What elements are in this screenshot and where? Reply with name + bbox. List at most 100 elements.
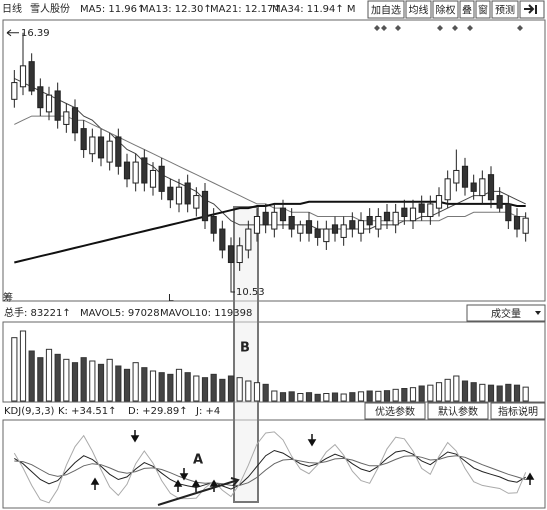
volume-bar xyxy=(227,375,235,402)
volume-bar xyxy=(28,350,35,402)
candle-body xyxy=(479,178,486,197)
toolbar-button[interactable]: 加自选 xyxy=(371,4,401,17)
candle-body xyxy=(37,86,44,109)
volume-bar xyxy=(245,380,252,402)
candle-body xyxy=(331,224,339,234)
toolbar-icon[interactable] xyxy=(524,4,537,14)
volume-bar xyxy=(80,357,87,402)
volume-bar xyxy=(89,360,96,402)
volume-panel xyxy=(2,321,546,403)
toolbar-button-box[interactable] xyxy=(432,0,459,19)
candle-body xyxy=(149,169,157,188)
volume-bar xyxy=(63,358,70,402)
indicator-dropdown-box[interactable] xyxy=(466,304,546,322)
indicator-button-box[interactable] xyxy=(490,402,546,420)
volume-bar xyxy=(496,385,503,402)
candle-body xyxy=(54,90,61,121)
volume-bar xyxy=(279,392,287,402)
volume-bar xyxy=(305,392,313,402)
dropdown-arrow[interactable] xyxy=(535,311,541,315)
volume-bar xyxy=(236,377,243,402)
volume-bar xyxy=(392,388,399,402)
indicator-button[interactable]: 优选参数 xyxy=(375,405,415,418)
toolbar-button-box[interactable] xyxy=(491,0,519,19)
toolbar-button[interactable]: 叠 xyxy=(462,5,472,17)
candle-body xyxy=(314,228,321,238)
indicator-dropdown[interactable]: 成交量 xyxy=(491,307,521,320)
indicator-button-box[interactable] xyxy=(364,402,426,420)
candle-body xyxy=(184,182,191,205)
candle-body xyxy=(175,186,183,205)
volume-bar xyxy=(383,390,391,402)
candle-body xyxy=(19,65,27,88)
candle-body xyxy=(63,111,70,125)
indicator-button-box[interactable] xyxy=(427,402,489,420)
indicator-button[interactable]: 指标说明 xyxy=(498,405,538,418)
volume-bar xyxy=(45,348,53,402)
candle-body xyxy=(71,107,79,134)
volume-bar xyxy=(123,368,131,402)
highlight-box xyxy=(233,206,259,503)
indicator-button[interactable]: 默认参数 xyxy=(438,405,478,418)
volume-bar xyxy=(149,370,157,402)
volume-bar xyxy=(193,375,200,402)
volume-bar xyxy=(71,362,79,402)
candle-body xyxy=(496,195,503,209)
candle-body xyxy=(522,217,529,234)
price-panel xyxy=(2,19,546,302)
toolbar-button-box[interactable] xyxy=(475,0,491,19)
candle-body xyxy=(418,203,425,213)
kdj-panel xyxy=(2,419,546,509)
candle-body xyxy=(288,215,295,230)
toolbar-button[interactable]: 除权 xyxy=(436,4,456,17)
volume-bar xyxy=(453,375,460,402)
toolbar-button-box[interactable] xyxy=(405,0,432,19)
volume-bar xyxy=(11,337,18,402)
volume-bar xyxy=(479,383,486,402)
volume-bar xyxy=(418,385,425,402)
candle-body xyxy=(11,82,18,100)
toolbar-button[interactable]: 均线 xyxy=(409,4,429,17)
annotation: 10.53 xyxy=(236,287,265,298)
header-item: 雪人股份 xyxy=(30,3,70,15)
toolbar-button[interactable]: 窗 xyxy=(478,4,488,17)
candle-body xyxy=(366,215,373,226)
candle-body xyxy=(193,195,200,209)
down-arrow xyxy=(179,468,189,481)
candle-body xyxy=(375,215,382,230)
candle-body xyxy=(349,220,356,230)
annotation: L xyxy=(168,293,174,304)
high-marker xyxy=(6,29,19,37)
volume-bar xyxy=(409,387,417,402)
volume-bar xyxy=(435,382,443,402)
candle-body xyxy=(435,195,443,209)
candle-body xyxy=(210,215,217,234)
candle-body xyxy=(236,245,243,264)
volume-bar xyxy=(106,358,113,402)
candle-body xyxy=(167,186,174,201)
down-arrow xyxy=(307,434,317,447)
candle-body xyxy=(262,211,269,226)
toolbar-button[interactable]: 预测 xyxy=(495,4,515,17)
header-item: MAVOL5: 97028 xyxy=(80,308,160,319)
header-item: MA34: 11.94↑ M xyxy=(272,4,356,15)
annotation: A xyxy=(193,453,203,468)
header-item: MAVOL10: 119398 xyxy=(160,308,252,319)
toolbar-button-box[interactable] xyxy=(459,0,475,19)
volume-bar xyxy=(253,382,261,402)
volume-bar xyxy=(54,353,61,402)
toolbar-button-box[interactable] xyxy=(367,0,405,19)
candle-body xyxy=(201,190,209,222)
candle-body xyxy=(401,207,408,217)
candle-body xyxy=(427,203,434,217)
candle-body xyxy=(141,157,148,184)
volume-bar xyxy=(297,393,304,402)
header-item: KDJ(9,3,3) xyxy=(4,406,55,417)
volume-bar xyxy=(375,390,382,402)
side-label: 筹 xyxy=(3,291,13,304)
candle-body xyxy=(227,245,235,264)
volume-bar xyxy=(461,380,469,402)
candle-body xyxy=(357,220,365,234)
volume-bar xyxy=(37,357,44,402)
candle-body xyxy=(97,136,105,159)
